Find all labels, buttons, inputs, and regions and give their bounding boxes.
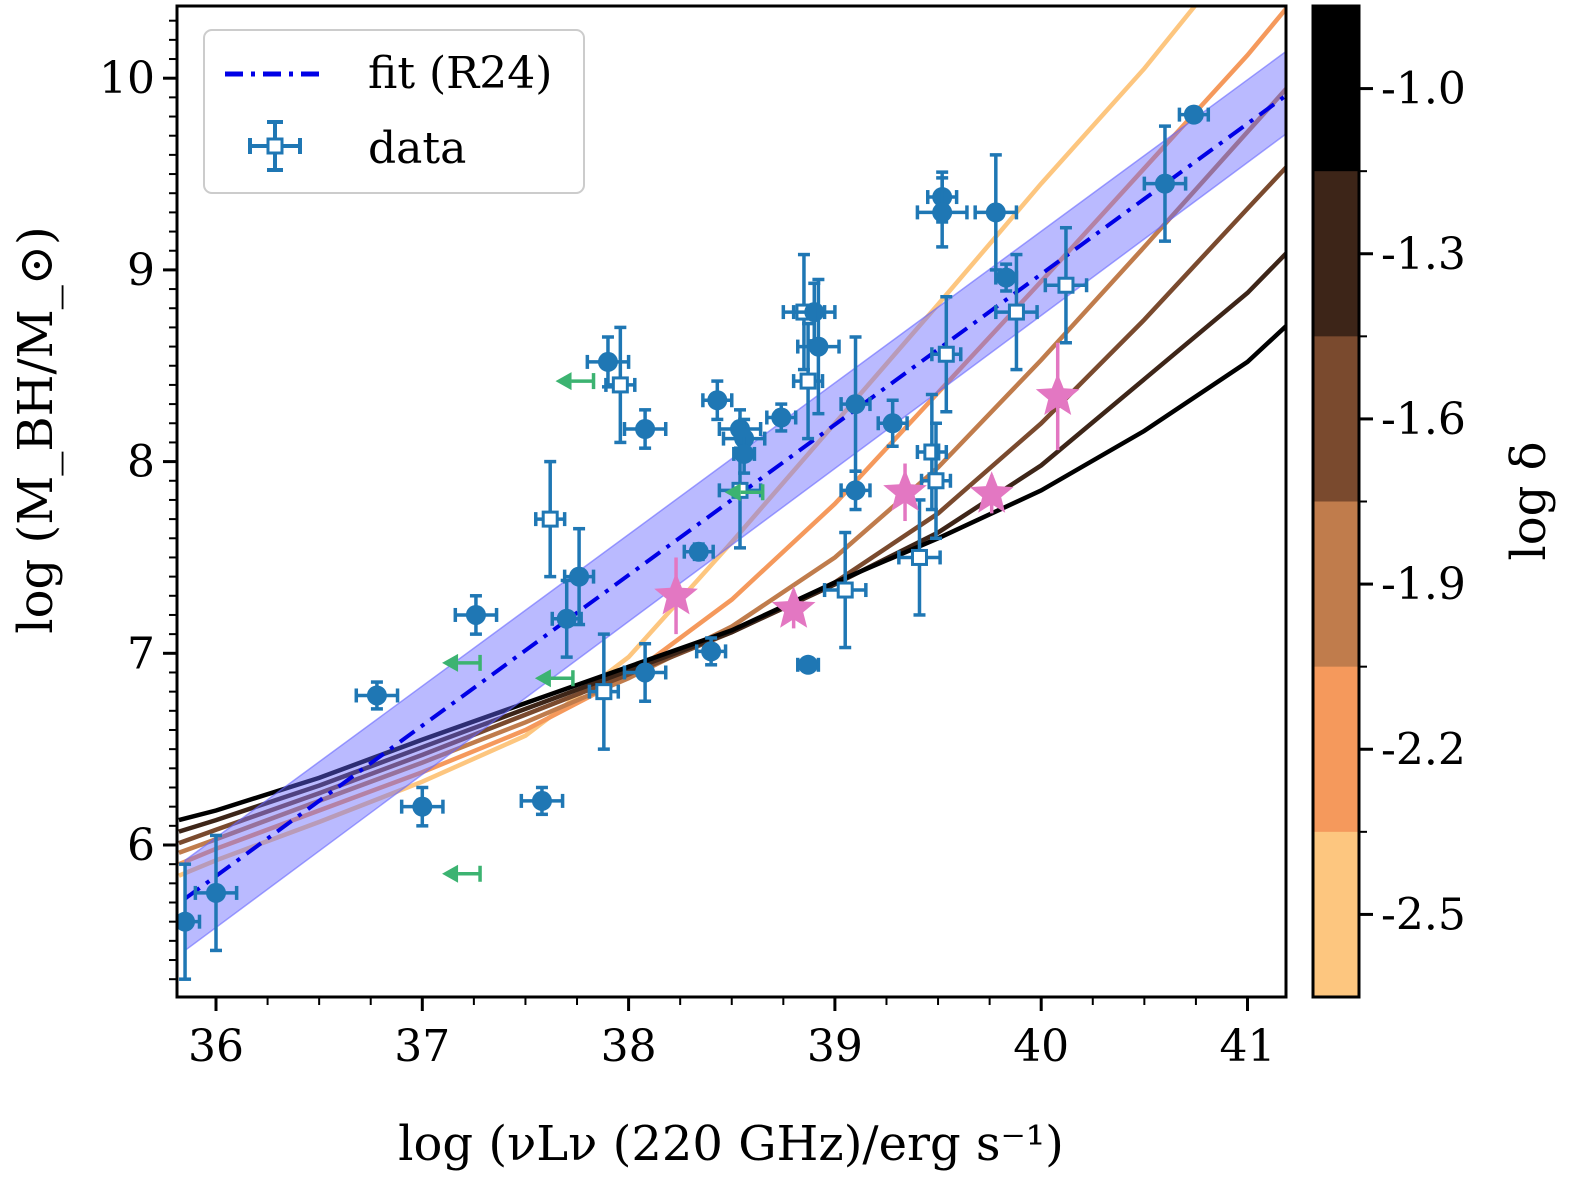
colorbar-segment (1313, 666, 1359, 833)
filled-point (622, 641, 668, 703)
open-square-point (930, 294, 963, 414)
colorbar-tick-label: -1.0 (1381, 64, 1466, 115)
colorbar-tick-label: -1.6 (1381, 394, 1466, 445)
filled-point (354, 680, 400, 711)
legend-fit-label: fit (R24) (368, 48, 552, 99)
star-point (969, 471, 1014, 514)
colorbar-segment (1313, 171, 1359, 337)
y-tick-label: 8 (127, 437, 155, 488)
colorbar-tick-label: -2.2 (1381, 724, 1466, 775)
star-point (654, 557, 698, 635)
star-point (771, 586, 816, 629)
open-square-point (1043, 225, 1089, 345)
x-tick-label: 36 (188, 1021, 244, 1072)
upper-limit-arrow (442, 653, 482, 672)
filled-point (1142, 124, 1188, 243)
filled-point (994, 262, 1019, 293)
filled-point (796, 654, 821, 675)
filled-point (562, 526, 596, 627)
colorbar-label: log δ (1501, 441, 1557, 560)
x-axis: 36 37 38 39 40 41 (188, 997, 1276, 1072)
filled-point (765, 402, 798, 433)
y-axis-label: log (M_BH/M_⊙) (8, 226, 64, 634)
filled-point (193, 833, 239, 953)
filled-point (876, 398, 909, 449)
filled-point (791, 281, 837, 343)
open-square-point (587, 632, 621, 751)
filled-point (622, 408, 668, 450)
filled-point (519, 785, 565, 817)
upper-limit-arrow (442, 864, 482, 883)
colorbar-segment (1313, 336, 1359, 502)
x-tick-label: 39 (807, 1021, 863, 1072)
star-point (1035, 342, 1080, 451)
colorbar-tick-label: -1.9 (1381, 559, 1466, 610)
filled-point (839, 469, 872, 512)
y-tick-label: 10 (99, 53, 155, 104)
model-curve (178, 323, 1286, 823)
open-square-point (822, 530, 868, 650)
filled-point (1177, 104, 1211, 125)
upper-limit-arrow (724, 483, 765, 502)
filled-point (915, 176, 969, 249)
filled-point (399, 785, 445, 828)
filled-point (585, 335, 631, 389)
legend-data-label: data (368, 123, 466, 174)
y-tick-label: 7 (127, 628, 155, 679)
y-axis: 6 7 8 9 10 (99, 19, 177, 981)
filled-point (682, 541, 715, 562)
colorbar-tick-label: -2.5 (1381, 889, 1466, 940)
plot-area (177, 6, 1286, 981)
y-tick-label: 6 (127, 820, 155, 871)
y-tick-label: 9 (127, 245, 155, 296)
x-tick-label: 37 (394, 1021, 450, 1072)
filled-point (732, 433, 757, 475)
filled-point (453, 594, 499, 636)
legend: fit (R24) data (203, 29, 585, 194)
star-point (883, 463, 927, 522)
open-square-point (919, 421, 953, 541)
filled-point (973, 153, 1019, 272)
filled-point (701, 379, 734, 422)
colorbar-segment (1313, 831, 1359, 998)
colorbar: -1.0 -1.3 -1.6 -1.9 -2.2 -2.5 (1311, 4, 1466, 999)
open-square-point (604, 325, 637, 445)
upper-limit-arrow (555, 372, 596, 391)
x-tick-label: 40 (1013, 1021, 1069, 1072)
legend-data-swatch (248, 120, 302, 172)
filled-point (694, 636, 728, 667)
open-square-point (897, 498, 942, 617)
x-axis-label: log (νLν (220 GHz)/erg s⁻¹) (398, 1116, 1064, 1172)
upper-limit-arrow (534, 669, 575, 688)
filled-point (796, 277, 841, 416)
colorbar-segment (1313, 6, 1359, 172)
filled-point (177, 862, 202, 981)
x-tick-label: 38 (601, 1021, 657, 1072)
model-curve (178, 6, 1286, 867)
colorbar-segment (1313, 501, 1359, 668)
x-tick-label: 41 (1220, 1021, 1276, 1072)
open-square-point (534, 459, 567, 579)
filled-point (550, 578, 583, 659)
colorbar-tick-label: -1.3 (1381, 229, 1466, 280)
